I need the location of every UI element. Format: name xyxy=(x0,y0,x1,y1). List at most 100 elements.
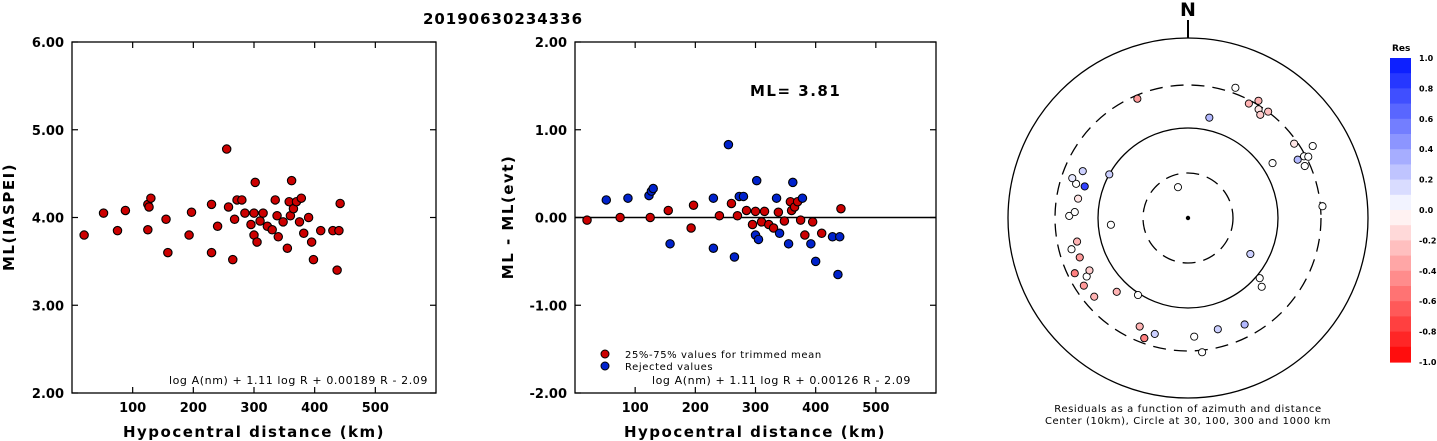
middle-y-axis-label: ML - ML(evt) xyxy=(499,155,517,279)
colorbar-labels: 1.0 0.8 0.6 0.4 0.2 0.0 -0.2 -0.4 -0.6 -0.8 -1.0 xyxy=(1419,54,1437,367)
polar-point xyxy=(1068,174,1077,183)
polar-point xyxy=(1133,290,1143,300)
data-point xyxy=(836,203,846,214)
polar-point xyxy=(1085,266,1094,275)
legend-rejected-label: Rejected values xyxy=(625,362,713,373)
x-tick-label: 200 xyxy=(682,401,709,416)
data-point xyxy=(663,205,674,216)
data-point xyxy=(186,207,197,217)
left-y-ticks: 2.00 3.00 4.00 5.00 6.00 xyxy=(32,36,436,402)
polar-point xyxy=(1112,287,1121,296)
data-point xyxy=(240,208,250,218)
colorbar-cell xyxy=(1390,134,1411,150)
x-tick-label: 500 xyxy=(862,401,889,416)
data-point xyxy=(282,243,293,253)
data-point xyxy=(306,237,317,247)
data-point xyxy=(303,212,314,223)
data-point xyxy=(120,205,131,216)
data-point xyxy=(708,243,719,253)
x-tick-label: 400 xyxy=(802,401,829,416)
left-formula: log A(nm) + 1.11 log R + 0.00189 R - 2.0… xyxy=(169,374,428,387)
polar-point xyxy=(1070,208,1079,217)
polar-point xyxy=(1293,155,1302,164)
data-point xyxy=(315,225,326,236)
ml-residual-panel: 100 200 300 400 500 -2.00 -1.00 0.00 1.00 2.00 M… xyxy=(499,36,937,441)
polar-point xyxy=(1213,325,1222,334)
colorbar-cell xyxy=(1390,240,1411,257)
data-point xyxy=(255,216,265,226)
colorbar-cell xyxy=(1390,88,1411,105)
polar-point xyxy=(1135,322,1144,331)
colorbar-cell xyxy=(1390,118,1411,135)
colorbar-cell xyxy=(1390,301,1411,317)
data-point xyxy=(788,177,798,188)
y-tick-label: 2.00 xyxy=(535,36,567,51)
data-point xyxy=(783,239,794,249)
x-tick-label: 400 xyxy=(301,401,328,416)
data-point xyxy=(729,252,740,262)
x-tick-label: 300 xyxy=(240,401,267,416)
data-point xyxy=(723,139,734,150)
y-tick-label: 2.00 xyxy=(32,387,64,402)
data-point xyxy=(807,217,818,227)
y-tick-label: 5.00 xyxy=(32,124,64,139)
data-point xyxy=(98,208,109,218)
legend-accepted-marker xyxy=(600,349,610,359)
data-point xyxy=(273,232,284,242)
polar-point xyxy=(1105,170,1114,179)
data-point xyxy=(112,225,123,236)
polar-point xyxy=(1133,94,1142,103)
data-point xyxy=(163,247,173,258)
data-point xyxy=(296,193,307,203)
data-point xyxy=(270,195,280,205)
colorbar-cell xyxy=(1390,331,1411,348)
polar-point xyxy=(1106,220,1115,229)
data-point xyxy=(686,223,696,233)
middle-formula: log A(nm) + 1.11 log R + 0.00126 R - 2.0… xyxy=(652,374,911,387)
colorbar-label: 1.0 xyxy=(1419,54,1434,63)
x-tick-label: 100 xyxy=(622,401,649,416)
colorbar-cell xyxy=(1390,149,1411,165)
polar-point xyxy=(1290,139,1299,148)
data-point xyxy=(267,225,277,235)
data-point xyxy=(753,234,764,245)
data-point xyxy=(272,210,282,221)
data-point xyxy=(726,198,737,209)
colorbar-label: 0.6 xyxy=(1419,115,1434,124)
data-point xyxy=(335,198,345,209)
north-label: N xyxy=(1180,0,1196,21)
polar-point xyxy=(1205,113,1214,122)
colorbar-cell xyxy=(1390,179,1411,196)
colorbar-label: -0.6 xyxy=(1419,297,1437,306)
data-point xyxy=(278,217,288,227)
data-point xyxy=(582,215,592,225)
middle-x-axis-label: Hypocentral distance (km) xyxy=(624,423,886,441)
data-point xyxy=(773,207,784,217)
data-point xyxy=(79,230,89,240)
x-tick-label: 300 xyxy=(742,401,769,416)
polar-point xyxy=(1150,329,1159,338)
polar-point xyxy=(1231,83,1240,92)
colorbar-cell xyxy=(1390,286,1411,302)
data-point xyxy=(771,193,782,203)
data-point xyxy=(601,195,612,205)
colorbar-cell xyxy=(1390,58,1411,74)
data-point xyxy=(750,206,761,217)
left-data-points xyxy=(79,144,345,275)
colorbar-cell xyxy=(1390,316,1411,333)
data-point xyxy=(741,205,752,216)
polar-point xyxy=(1308,141,1317,151)
data-point xyxy=(645,212,655,223)
polar-point xyxy=(1173,183,1183,192)
colorbar-cell xyxy=(1390,210,1411,226)
data-point xyxy=(732,210,743,221)
data-point xyxy=(212,221,223,232)
polar-caption-line1: Residuals as a function of azimuth and d… xyxy=(1054,404,1322,415)
middle-x-ticks: 100 200 300 400 500 xyxy=(622,42,889,416)
middle-data-points xyxy=(582,139,846,280)
data-point xyxy=(206,247,217,258)
left-y-axis-label: ML(IASPEI) xyxy=(0,163,18,271)
ml-iaspei-panel: 100 200 300 400 500 2.00 3.00 4.00 5.00 6.00 log… xyxy=(0,36,437,441)
colorbar-label: 0.0 xyxy=(1419,206,1434,215)
